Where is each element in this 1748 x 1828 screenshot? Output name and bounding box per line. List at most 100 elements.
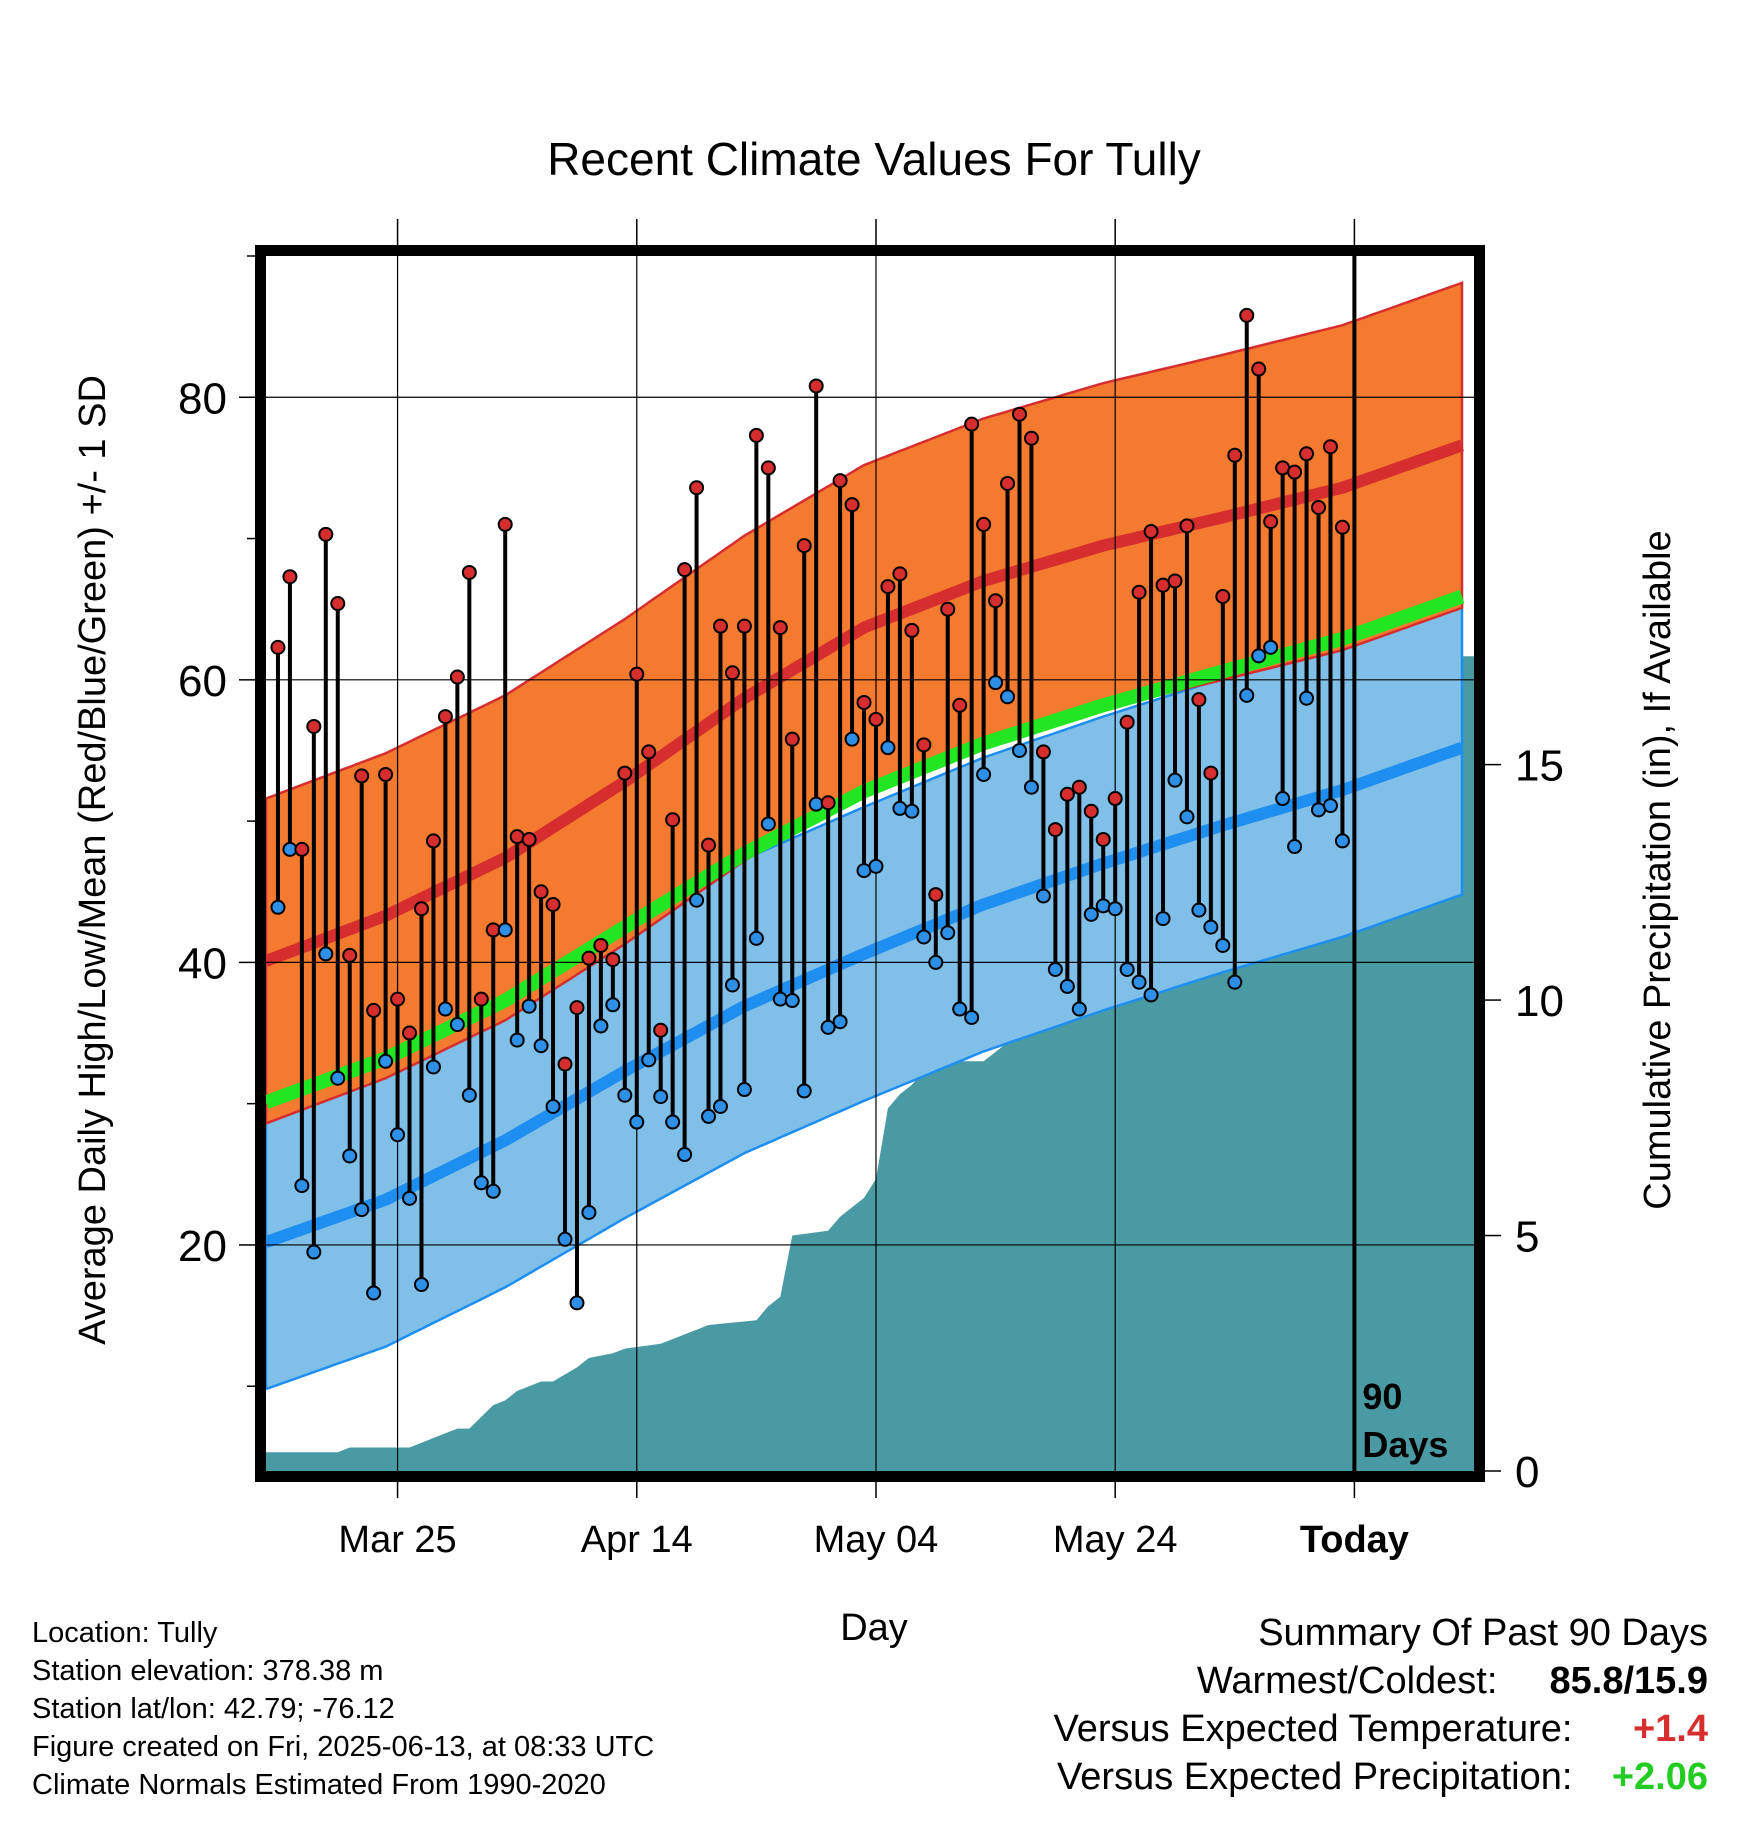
daily-low-point xyxy=(593,1018,609,1034)
daily-low-point xyxy=(1322,798,1338,814)
daily-high-point xyxy=(437,709,453,725)
daily-low-point xyxy=(1287,839,1303,855)
high-mean-line xyxy=(266,439,1465,967)
daily-low-point xyxy=(868,858,884,874)
daily-low-point xyxy=(1071,1001,1087,1017)
daily-low-point xyxy=(988,675,1004,691)
location-text: Location: Tully xyxy=(32,1617,218,1649)
daily-low-point xyxy=(437,1001,453,1017)
y2-tick-label: 0 xyxy=(1515,1448,1539,1497)
daily-high-point xyxy=(569,1000,585,1016)
daily-low-point xyxy=(653,1089,669,1105)
daily-low-point xyxy=(402,1190,418,1206)
daily-high-point xyxy=(940,601,956,617)
daily-low-point xyxy=(306,1244,322,1260)
daily-low-point xyxy=(736,1082,752,1098)
daily-high-point xyxy=(402,1025,418,1041)
summary-warmest-coldest: Warmest/Coldest: 85.8/15.9 xyxy=(1197,1660,1708,1703)
daily-low-point xyxy=(760,816,776,832)
daily-low-point xyxy=(892,800,908,816)
daily-high-point xyxy=(390,991,406,1007)
daily-high-point xyxy=(1239,307,1255,323)
y2-tick-label: 10 xyxy=(1515,977,1564,1026)
daily-low-point xyxy=(473,1175,489,1191)
daily-high-point xyxy=(354,768,370,784)
low-mean-line xyxy=(266,742,1465,1248)
daily-high-point xyxy=(832,473,848,489)
x-tick-label: Today xyxy=(1300,1519,1409,1561)
daily-high-point xyxy=(1179,518,1195,534)
daily-low-point xyxy=(820,1019,836,1035)
daily-low-point xyxy=(1047,961,1063,977)
daily-high-point xyxy=(497,516,513,532)
daily-high-point xyxy=(425,833,441,849)
plot-content: 90 Days xyxy=(266,256,1474,1471)
daily-high-point xyxy=(964,416,980,432)
summary-temperature: Versus Expected Temperature: +1.4 xyxy=(1054,1708,1708,1751)
daily-high-point xyxy=(1012,406,1028,422)
x-tick-label: Mar 25 xyxy=(338,1519,456,1561)
daily-high-point xyxy=(1322,439,1338,455)
daily-low-point xyxy=(772,991,788,1007)
y-tick-label: 20 xyxy=(178,1222,227,1271)
daily-high-point xyxy=(1311,499,1327,515)
daily-low-point xyxy=(1227,974,1243,990)
daily-high-point xyxy=(772,620,788,636)
daily-low-point xyxy=(952,1001,968,1017)
daily-high-point xyxy=(557,1056,573,1072)
y-tick-label: 40 xyxy=(178,939,227,988)
normals-text: Climate Normals Estimated From 1990-2020 xyxy=(32,1769,606,1801)
daily-high-point xyxy=(1263,514,1279,530)
daily-high-point xyxy=(282,569,298,585)
daily-low-point xyxy=(964,1009,980,1025)
daily-high-point xyxy=(868,711,884,727)
y2-tick-label: 5 xyxy=(1515,1213,1539,1262)
daily-high-point xyxy=(593,937,609,953)
daily-low-point xyxy=(366,1285,382,1301)
daily-high-point xyxy=(1107,791,1123,807)
daily-high-point xyxy=(976,516,992,532)
daily-high-point xyxy=(856,694,872,710)
daily-low-point xyxy=(1119,961,1135,977)
daily-low-point xyxy=(1275,791,1291,807)
daily-low-point xyxy=(796,1083,812,1099)
daily-high-point xyxy=(1119,714,1135,730)
daily-low-point xyxy=(724,977,740,993)
y-tick-label: 60 xyxy=(178,657,227,706)
daily-low-point xyxy=(270,899,286,915)
daily-low-point xyxy=(1179,809,1195,825)
daily-high-point xyxy=(330,596,346,612)
daily-low-point xyxy=(1083,906,1099,922)
daily-high-point xyxy=(318,526,334,542)
daily-high-point xyxy=(629,666,645,682)
daily-high-point xyxy=(748,427,764,443)
chart-title: Recent Climate Values For Tully xyxy=(547,133,1201,185)
daily-high-point xyxy=(366,1002,382,1018)
daily-low-point xyxy=(1155,911,1171,927)
daily-high-point xyxy=(677,562,693,578)
daily-low-point xyxy=(689,892,705,908)
x-tick-label: May 24 xyxy=(1053,1519,1178,1561)
daily-high-point xyxy=(928,887,944,903)
daily-high-point xyxy=(808,378,824,394)
daily-low-point xyxy=(1167,772,1183,788)
daily-high-point xyxy=(378,766,394,782)
daily-low-point xyxy=(712,1099,728,1114)
x-tick-label: May 04 xyxy=(814,1519,939,1561)
daily-low-point xyxy=(976,766,992,782)
daily-low-point xyxy=(701,1108,717,1124)
daily-low-point xyxy=(904,803,920,819)
daily-high-point xyxy=(1071,779,1087,795)
daily-high-point xyxy=(533,884,549,900)
daily-low-point xyxy=(928,954,944,970)
daily-high-point xyxy=(1203,765,1219,781)
warmest-coldest-label: Warmest/Coldest: xyxy=(1196,1660,1498,1702)
daily-low-point xyxy=(354,1202,370,1218)
daily-high-point xyxy=(1095,831,1111,847)
temperature-value: +1.4 xyxy=(1632,1708,1708,1750)
daily-high-point xyxy=(844,497,860,513)
daily-high-point xyxy=(916,737,932,753)
daily-low-point xyxy=(330,1070,346,1086)
daily-low-point xyxy=(1203,919,1219,935)
precipitation-label: Versus Expected Precipitation: xyxy=(1057,1756,1573,1798)
